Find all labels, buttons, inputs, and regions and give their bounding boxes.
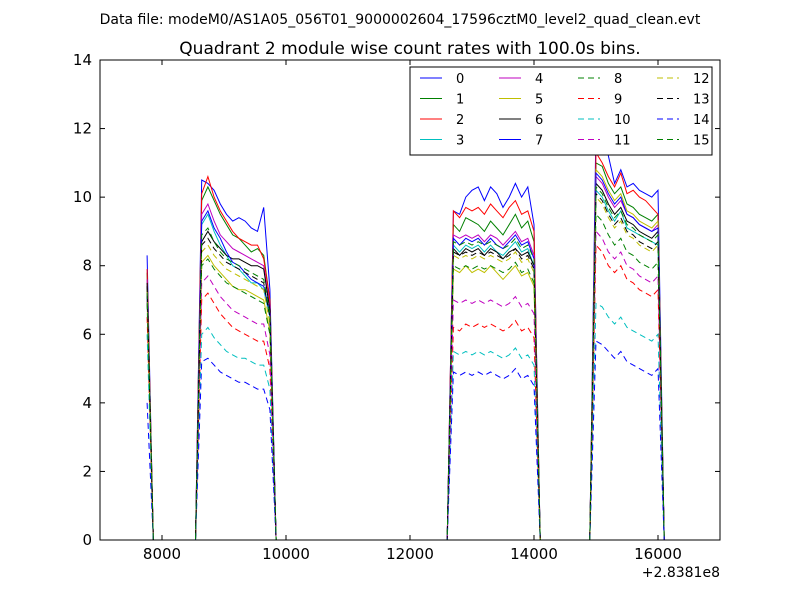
series-line-12 [146, 195, 665, 540]
x-tick-label: 16000 [634, 545, 682, 563]
series-line-13 [146, 192, 665, 540]
legend-label-1: 1 [456, 93, 464, 108]
suptitle: Data file: modeM0/AS1A05_056T01_90000026… [100, 12, 701, 28]
chart-title: Quadrant 2 module wise count rates with … [179, 39, 640, 59]
series-line-6 [146, 182, 665, 540]
legend-label-9: 9 [614, 93, 622, 108]
legend-label-14: 14 [693, 113, 710, 128]
x-tick-label: 10000 [262, 545, 310, 563]
legend-box [409, 66, 713, 156]
y-tick-label: 8 [82, 257, 92, 275]
x-offset-label: +2.8381e8 [642, 565, 720, 581]
x-tick-label: 8000 [143, 545, 181, 563]
legend-label-7: 7 [535, 134, 543, 149]
y-tick-label: 14 [73, 51, 92, 69]
series-line-2 [146, 150, 665, 540]
legend-label-12: 12 [693, 72, 710, 87]
legend-label-13: 13 [693, 93, 710, 108]
series-layer [146, 124, 665, 540]
x-tick-label: 12000 [386, 545, 434, 563]
y-tick-label: 0 [82, 531, 92, 549]
series-line-15 [146, 185, 665, 540]
legend-label-3: 3 [456, 134, 464, 149]
legend-label-2: 2 [456, 113, 464, 128]
series-line-7 [146, 171, 665, 540]
y-tick-label: 10 [73, 188, 92, 206]
series-line-9 [146, 243, 665, 540]
series-line-11 [146, 230, 665, 540]
legend-label-5: 5 [535, 93, 543, 108]
series-line-4 [146, 175, 665, 540]
legend-label-6: 6 [535, 113, 543, 128]
y-tick-label: 6 [82, 325, 92, 343]
series-line-3 [146, 189, 665, 540]
y-tick-label: 4 [82, 394, 92, 412]
legend-label-0: 0 [456, 72, 464, 87]
legend-label-11: 11 [614, 134, 631, 149]
y-tick-label: 12 [73, 120, 92, 138]
legend-label-4: 4 [535, 72, 543, 87]
series-line-0 [146, 124, 665, 540]
legend-label-15: 15 [693, 134, 710, 149]
y-tick-label: 2 [82, 462, 92, 480]
legend-label-10: 10 [614, 113, 631, 128]
series-line-14 [146, 340, 665, 540]
series-line-5 [146, 168, 665, 540]
series-line-8 [146, 213, 665, 540]
legend-label-8: 8 [614, 72, 622, 87]
x-tick-label: 14000 [510, 545, 558, 563]
series-line-10 [146, 302, 665, 540]
series-line-1 [146, 162, 665, 540]
